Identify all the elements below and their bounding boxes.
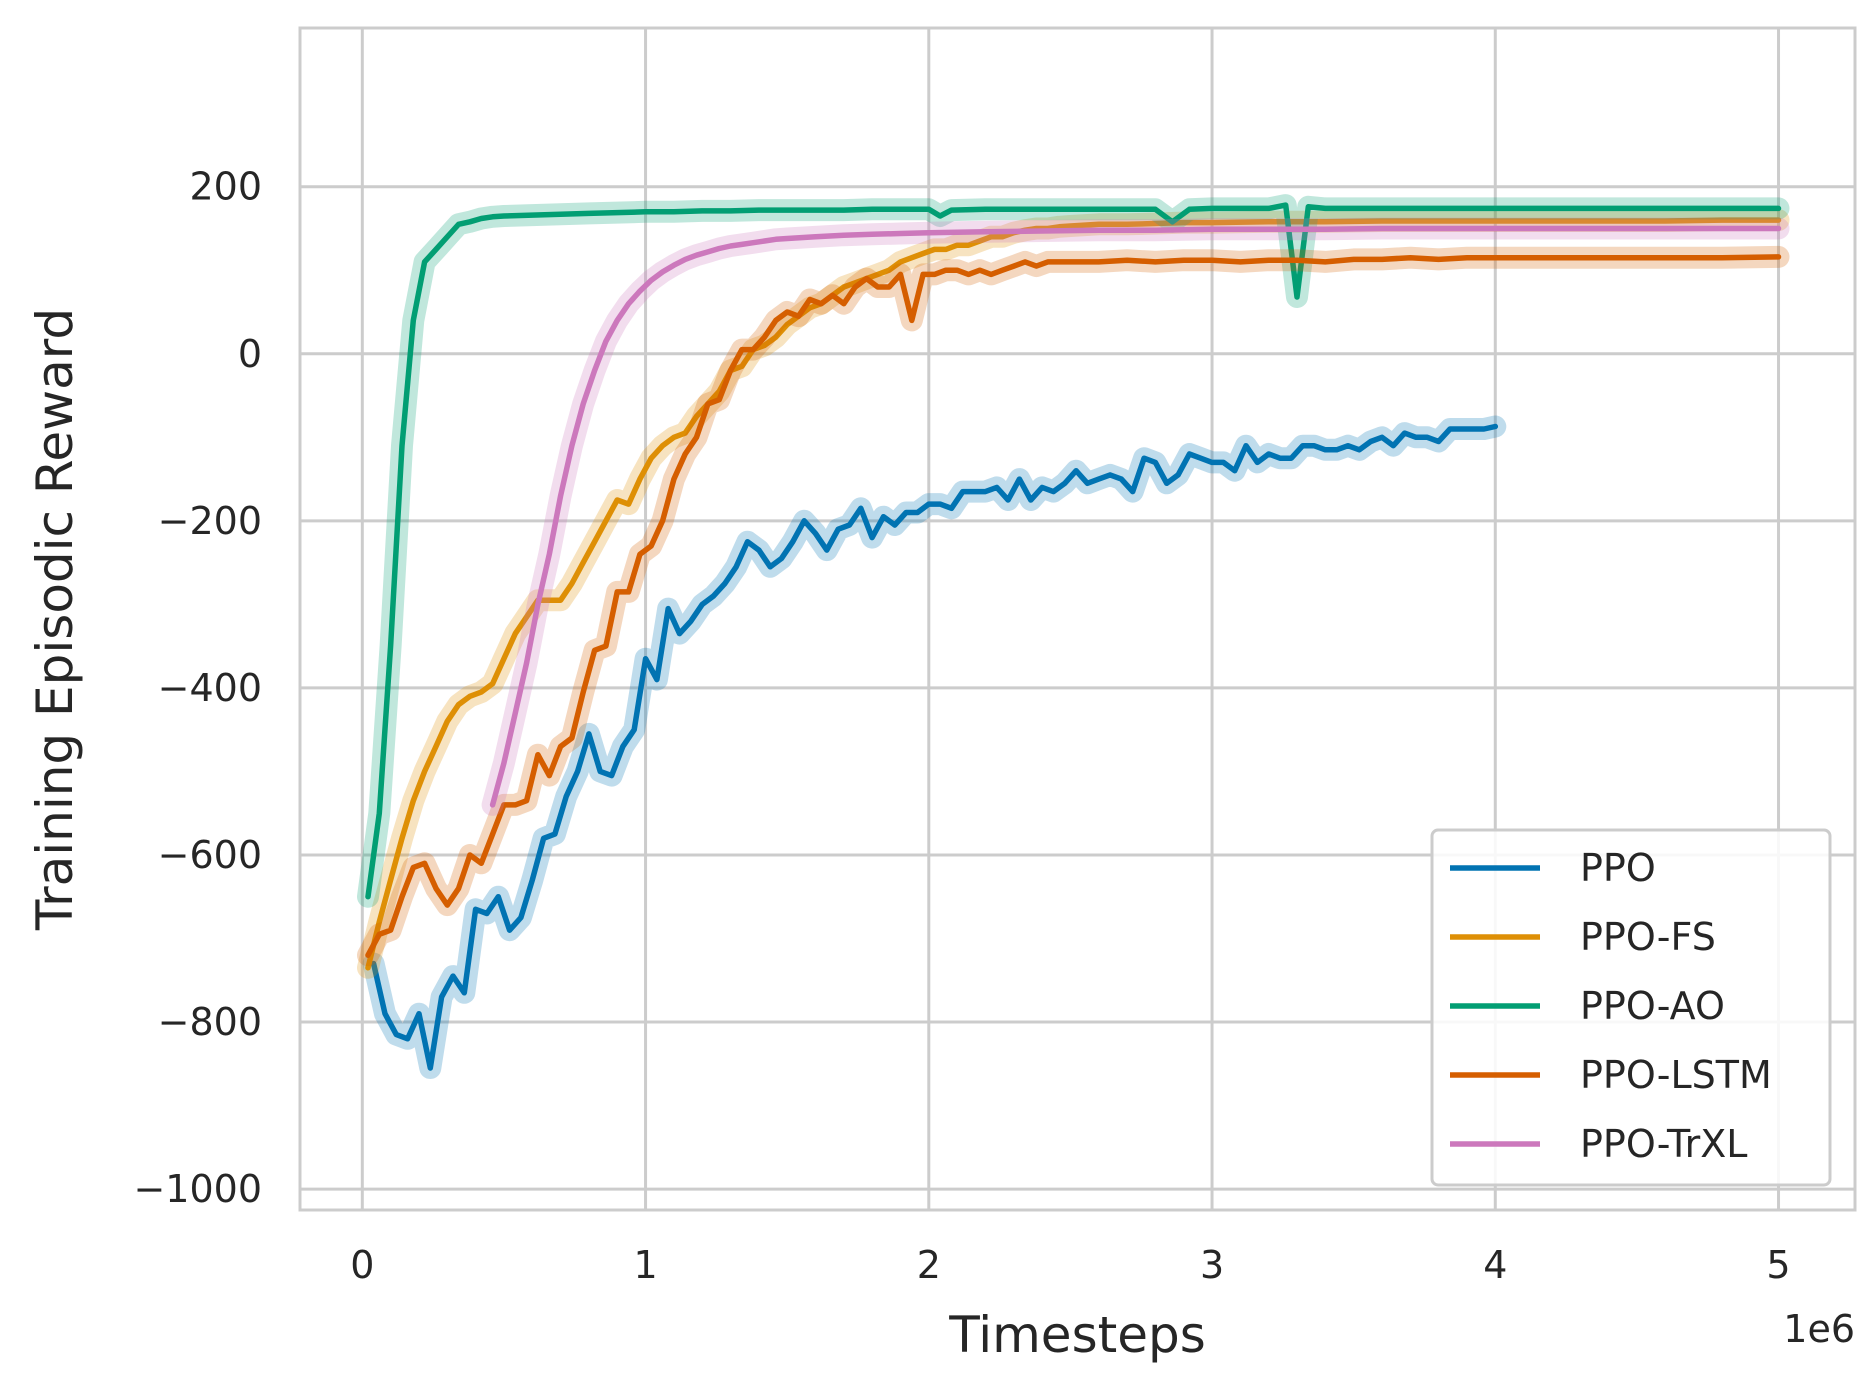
x-tick-label: 3 <box>1200 1243 1224 1287</box>
series-line <box>365 254 1782 958</box>
x-tick-label: 2 <box>917 1243 941 1287</box>
grid <box>300 28 1855 1210</box>
legend-box <box>1430 828 1832 1187</box>
y-tick-label: −800 <box>158 1000 262 1044</box>
x-tick-label: 0 <box>350 1243 374 1287</box>
x-axis-offset-label: 1e6 <box>1783 1307 1855 1351</box>
y-tick-label: 200 <box>189 165 262 209</box>
series-ppo-ao <box>357 194 1790 908</box>
y-axis-label: Training Episodic Reward <box>26 308 84 931</box>
legend-label: PPO-LSTM <box>1580 1053 1772 1097</box>
series-line <box>370 423 1499 1071</box>
series-line <box>365 202 1782 900</box>
legend: PPO PPO-FS PPO-AO PPO-LSTM PPO-TrXL <box>1430 828 1832 1187</box>
ticks: 0 1 2 3 4 5 −1000 −800 −600 −400 −200 0 200 <box>133 165 1790 1287</box>
y-tick-label: −200 <box>158 499 262 543</box>
y-tick-label: −400 <box>158 666 262 710</box>
x-tick-label: 4 <box>1483 1243 1507 1287</box>
y-tick-label: 0 <box>238 332 262 376</box>
x-axis-label: Timesteps <box>948 1306 1206 1364</box>
y-tick-label: −600 <box>158 833 262 877</box>
legend-label: PPO-FS <box>1580 915 1716 959</box>
series-ppo-lstm <box>357 245 1790 967</box>
legend-label: PPO-TrXL <box>1580 1122 1747 1166</box>
series-line <box>489 225 1782 808</box>
legend-label: PPO-AO <box>1580 984 1725 1028</box>
legend-label: PPO <box>1580 846 1656 890</box>
series-ppo-trxl <box>481 217 1790 816</box>
x-tick-label: 5 <box>1766 1243 1790 1287</box>
plot-frame <box>298 26 1857 1212</box>
series-ppo <box>362 415 1507 1079</box>
series-layer <box>357 194 1790 1079</box>
y-tick-label: −1000 <box>133 1167 262 1211</box>
x-tick-label: 1 <box>633 1243 657 1287</box>
